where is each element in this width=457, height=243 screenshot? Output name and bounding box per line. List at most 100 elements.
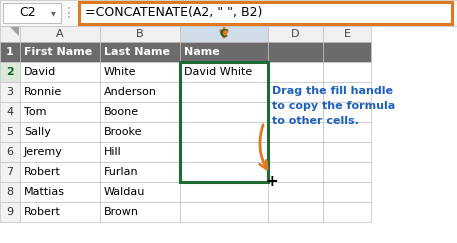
- Text: Mattias: Mattias: [24, 187, 65, 197]
- Text: Sally: Sally: [24, 127, 51, 137]
- Text: 3: 3: [6, 87, 14, 97]
- Text: 9: 9: [6, 207, 14, 217]
- Bar: [100, 162, 180, 182]
- Text: +: +: [266, 174, 278, 190]
- Text: White: White: [104, 67, 137, 77]
- Bar: [100, 42, 180, 62]
- Bar: [20, 26, 100, 42]
- Text: E: E: [344, 29, 351, 39]
- Text: Robert: Robert: [24, 207, 61, 217]
- Bar: [268, 202, 323, 222]
- Text: ⋮: ⋮: [62, 6, 76, 20]
- Bar: [0, 182, 20, 202]
- Bar: [323, 202, 371, 222]
- Text: C: C: [220, 29, 228, 39]
- Text: 6: 6: [6, 147, 14, 157]
- Bar: [20, 122, 100, 142]
- Bar: [20, 62, 100, 82]
- Bar: [268, 122, 323, 142]
- Bar: [323, 82, 371, 102]
- Polygon shape: [10, 27, 19, 36]
- Bar: [0, 102, 20, 122]
- Bar: [100, 182, 180, 202]
- Text: B: B: [136, 29, 144, 39]
- Bar: [268, 162, 323, 182]
- Bar: [268, 182, 323, 202]
- Bar: [268, 26, 323, 42]
- Text: Tom: Tom: [24, 107, 47, 117]
- Bar: [323, 102, 371, 122]
- Bar: [323, 122, 371, 142]
- Bar: [180, 42, 268, 62]
- Text: 8: 8: [6, 187, 14, 197]
- Text: Jeremy: Jeremy: [24, 147, 63, 157]
- Bar: [20, 182, 100, 202]
- Bar: [268, 82, 323, 102]
- Bar: [100, 142, 180, 162]
- Bar: [100, 122, 180, 142]
- Text: C2: C2: [19, 7, 36, 19]
- Bar: [323, 162, 371, 182]
- Bar: [180, 142, 268, 162]
- Bar: [100, 26, 180, 42]
- Bar: [180, 102, 268, 122]
- Bar: [20, 142, 100, 162]
- Text: Brown: Brown: [104, 207, 139, 217]
- Bar: [79, 2, 452, 24]
- Text: 4: 4: [6, 107, 14, 117]
- Bar: [100, 82, 180, 102]
- Bar: [20, 102, 100, 122]
- Bar: [0, 26, 20, 42]
- Text: David White: David White: [184, 67, 252, 77]
- Text: Brooke: Brooke: [104, 127, 143, 137]
- Bar: [20, 42, 100, 62]
- Bar: [268, 142, 323, 162]
- Text: Furlan: Furlan: [104, 167, 138, 177]
- Text: Name: Name: [184, 47, 220, 57]
- Bar: [0, 62, 20, 82]
- Text: ▾: ▾: [51, 8, 55, 18]
- Text: Ronnie: Ronnie: [24, 87, 62, 97]
- Bar: [0, 42, 20, 62]
- Bar: [323, 62, 371, 82]
- Text: First Name: First Name: [24, 47, 92, 57]
- Text: A: A: [56, 29, 64, 39]
- Text: 2: 2: [6, 67, 14, 77]
- Bar: [0, 202, 20, 222]
- Bar: [100, 102, 180, 122]
- Bar: [100, 202, 180, 222]
- Bar: [180, 62, 268, 182]
- Text: Waldau: Waldau: [104, 187, 145, 197]
- Text: Robert: Robert: [24, 167, 61, 177]
- Text: Anderson: Anderson: [104, 87, 157, 97]
- Text: Hill: Hill: [104, 147, 122, 157]
- Bar: [3, 3, 61, 23]
- Text: 1: 1: [6, 47, 14, 57]
- Text: =CONCATENATE(A2, " ", B2): =CONCATENATE(A2, " ", B2): [85, 7, 262, 19]
- Bar: [0, 142, 20, 162]
- Text: D: D: [291, 29, 300, 39]
- Bar: [180, 162, 268, 182]
- Bar: [0, 162, 20, 182]
- Bar: [323, 182, 371, 202]
- Bar: [20, 82, 100, 102]
- Bar: [323, 142, 371, 162]
- Text: David: David: [24, 67, 56, 77]
- Text: Drag the fill handle
to copy the formula
to other cells.: Drag the fill handle to copy the formula…: [272, 86, 395, 126]
- Bar: [323, 42, 371, 62]
- Bar: [268, 42, 323, 62]
- Bar: [180, 26, 268, 42]
- Bar: [0, 122, 20, 142]
- Bar: [100, 62, 180, 82]
- Bar: [0, 0, 457, 26]
- Bar: [180, 182, 268, 202]
- Bar: [180, 122, 268, 142]
- Bar: [0, 82, 20, 102]
- Bar: [323, 26, 371, 42]
- Text: 5: 5: [6, 127, 14, 137]
- Bar: [268, 62, 323, 82]
- Text: Last Name: Last Name: [104, 47, 170, 57]
- Bar: [180, 82, 268, 102]
- Bar: [180, 202, 268, 222]
- Text: 7: 7: [6, 167, 14, 177]
